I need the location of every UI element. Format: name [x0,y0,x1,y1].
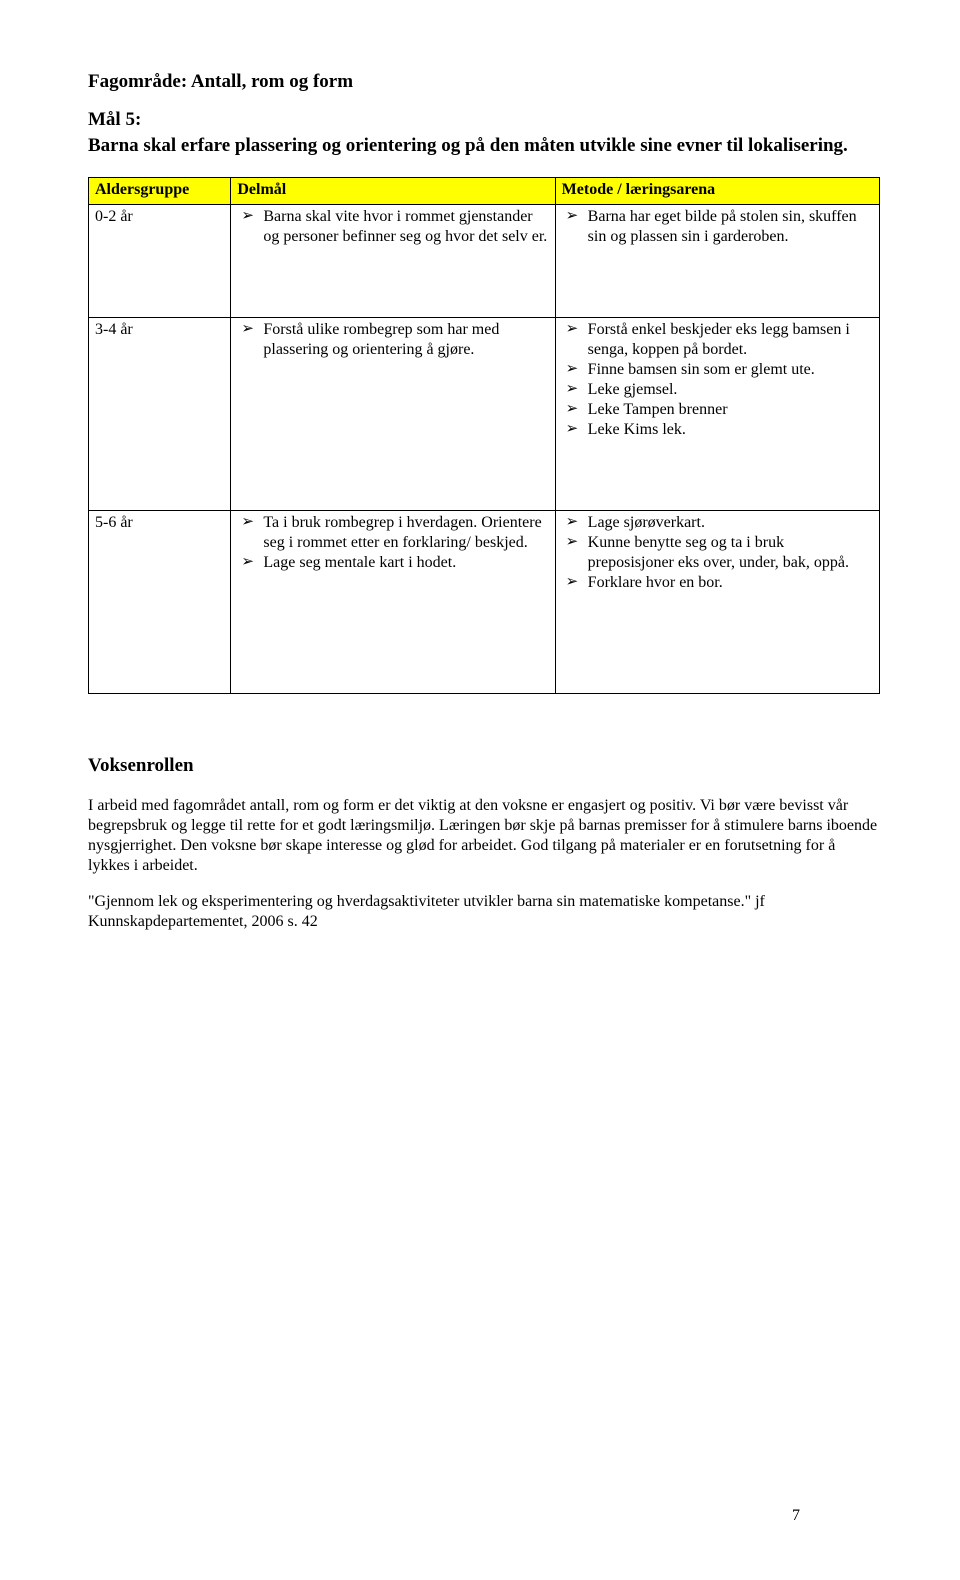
subject-area-heading: Fagområde: Antall, rom og form [88,70,880,94]
page-number: 7 [792,1506,800,1526]
delmal-cell: Forstå ulike rombegrep som har med plass… [231,318,555,511]
age-cell: 5-6 år [89,511,231,694]
list-item: Forstå ulike rombegrep som har med plass… [237,320,548,360]
list-item: Barna skal vite hvor i rommet gjenstande… [237,207,548,247]
table-row: 5-6 år Ta i bruk rombegrep i hverdagen. … [89,511,880,694]
delmal-cell: Barna skal vite hvor i rommet gjenstande… [231,205,555,318]
list-item: Leke Tampen brenner [562,400,873,420]
voksenrollen-quote: "Gjennom lek og eksperimentering og hver… [88,892,880,932]
list-item: Leke gjemsel. [562,380,873,400]
list-item: Forklare hvor en bor. [562,573,873,593]
voksenrollen-paragraph: I arbeid med fagområdet antall, rom og f… [88,796,880,876]
list-item: Leke Kims lek. [562,420,873,440]
list-item: Forstå enkel beskjeder eks legg bamsen i… [562,320,873,360]
age-cell: 3-4 år [89,318,231,511]
col-header-aldersgruppe: Aldersgruppe [89,178,231,205]
table-row: 3-4 år Forstå ulike rombegrep som har me… [89,318,880,511]
col-header-metode: Metode / læringsarena [555,178,879,205]
table-row: 0-2 år Barna skal vite hvor i rommet gje… [89,205,880,318]
col-header-delmal: Delmål [231,178,555,205]
delmal-cell: Ta i bruk rombegrep i hverdagen. Oriente… [231,511,555,694]
voksenrollen-heading: Voksenrollen [88,754,880,778]
list-item: Finne bamsen sin som er glemt ute. [562,360,873,380]
goal-label: Mål 5: [88,108,880,132]
table-header-row: Aldersgruppe Delmål Metode / læringsaren… [89,178,880,205]
list-item: Kunne benytte seg og ta i bruk preposisj… [562,533,873,573]
metode-cell: Barna har eget bilde på stolen sin, skuf… [555,205,879,318]
age-cell: 0-2 år [89,205,231,318]
list-item: Ta i bruk rombegrep i hverdagen. Oriente… [237,513,548,553]
goal-text: Barna skal erfare plassering og orienter… [88,134,880,158]
metode-cell: Lage sjørøverkart. Kunne benytte seg og … [555,511,879,694]
list-item: Lage seg mentale kart i hodet. [237,553,548,573]
list-item: Lage sjørøverkart. [562,513,873,533]
metode-cell: Forstå enkel beskjeder eks legg bamsen i… [555,318,879,511]
list-item: Barna har eget bilde på stolen sin, skuf… [562,207,873,247]
curriculum-table: Aldersgruppe Delmål Metode / læringsaren… [88,177,880,694]
